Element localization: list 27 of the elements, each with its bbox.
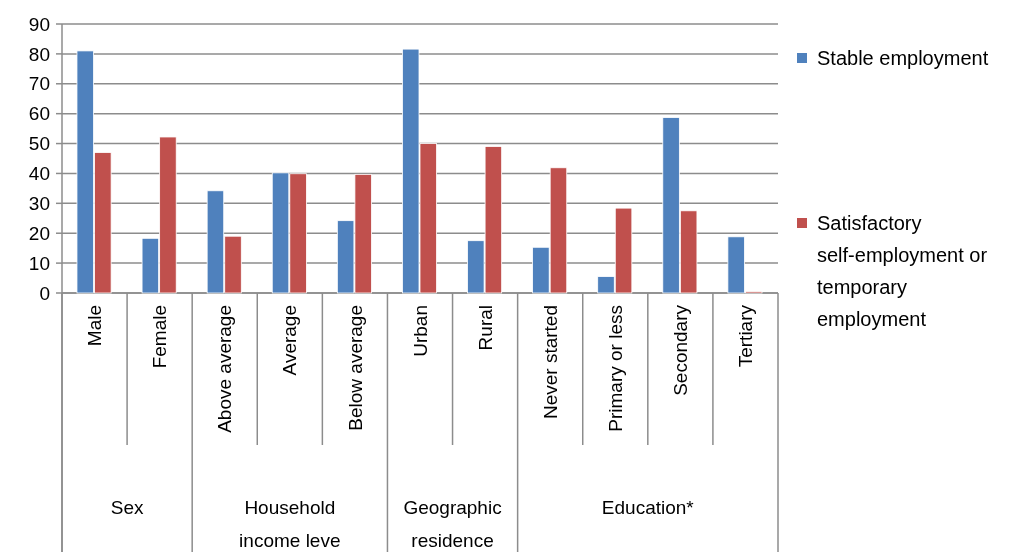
x-tick-label: Below average xyxy=(344,305,366,431)
legend-label: Satisfactory self-employment or temporary employment xyxy=(817,212,988,330)
x-tick-label: Average xyxy=(279,305,301,376)
y-tick-label: 90 xyxy=(28,13,50,35)
text: Household income leve xyxy=(239,496,341,551)
y-tick-label: 20 xyxy=(28,222,50,244)
y-tick-label: 80 xyxy=(28,43,50,65)
y-tick-label: 0 xyxy=(39,282,50,304)
text: Education* xyxy=(601,496,695,518)
y-tick-label: 10 xyxy=(28,252,50,274)
x-tick-label: Tertiary xyxy=(735,304,757,368)
y-tick-label: 40 xyxy=(28,163,50,185)
y-tick-label: 70 xyxy=(28,73,50,95)
x-tick-label: Never started xyxy=(539,305,561,420)
x-tick-label: Secondary xyxy=(670,304,692,396)
y-tick-label: 60 xyxy=(28,103,50,125)
text: Geographic residence xyxy=(403,496,502,551)
x-tick-label: Primary or less xyxy=(604,305,626,432)
x-tick-label: Above average xyxy=(214,305,236,433)
text: Sex xyxy=(110,496,144,518)
legend-label: Stable employment xyxy=(817,47,989,69)
y-tick-label: 50 xyxy=(28,133,50,155)
x-tick-label: Female xyxy=(149,305,171,369)
x-tick-label: Rural xyxy=(474,305,496,351)
y-tick-label: 30 xyxy=(28,192,50,214)
x-tick-label: Urban xyxy=(409,305,431,357)
x-tick-label: Male xyxy=(84,305,106,347)
